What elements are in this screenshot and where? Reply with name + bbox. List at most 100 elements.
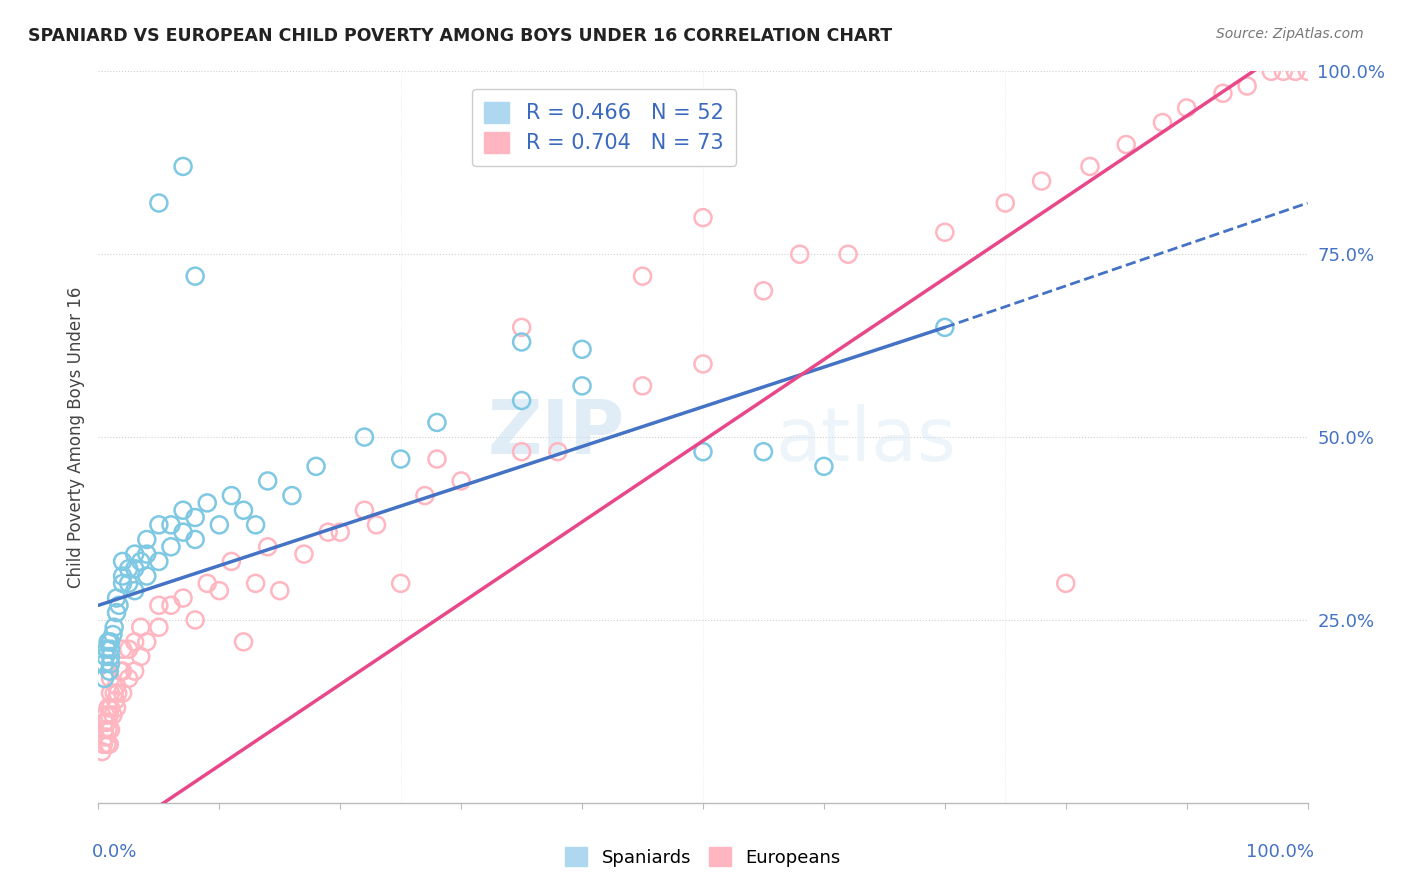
Point bbox=[389, 576, 412, 591]
Point bbox=[100, 686, 122, 700]
Text: 100.0%: 100.0% bbox=[1246, 843, 1313, 861]
Point bbox=[305, 459, 328, 474]
Point bbox=[692, 444, 714, 458]
Point bbox=[256, 474, 278, 488]
Point bbox=[98, 664, 121, 678]
Point bbox=[184, 510, 207, 524]
Point bbox=[111, 576, 134, 591]
Point bbox=[1152, 115, 1174, 129]
Point bbox=[91, 745, 114, 759]
Point bbox=[103, 686, 125, 700]
Point bbox=[571, 379, 593, 393]
Point bbox=[160, 517, 183, 532]
Point bbox=[245, 576, 267, 591]
Point bbox=[934, 320, 956, 334]
Point bbox=[100, 642, 122, 657]
Point bbox=[148, 599, 170, 613]
Point bbox=[195, 576, 218, 591]
Y-axis label: Child Poverty Among Boys Under 16: Child Poverty Among Boys Under 16 bbox=[66, 286, 84, 588]
Point bbox=[329, 525, 352, 540]
Point bbox=[1236, 78, 1258, 93]
Point bbox=[353, 503, 375, 517]
Point bbox=[94, 708, 117, 723]
Point bbox=[510, 334, 533, 349]
Point bbox=[292, 547, 315, 561]
Point bbox=[105, 591, 128, 605]
Point bbox=[135, 533, 157, 547]
Point bbox=[100, 657, 122, 671]
Point bbox=[105, 700, 128, 714]
Point bbox=[1272, 64, 1295, 78]
Point bbox=[160, 540, 183, 554]
Point bbox=[100, 700, 122, 714]
Point bbox=[97, 635, 120, 649]
Point bbox=[96, 737, 118, 751]
Point bbox=[256, 540, 278, 554]
Point bbox=[100, 672, 122, 686]
Point bbox=[813, 459, 835, 474]
Point bbox=[752, 444, 775, 458]
Point bbox=[108, 599, 131, 613]
Point bbox=[98, 737, 121, 751]
Point bbox=[692, 211, 714, 225]
Point bbox=[97, 723, 120, 737]
Point bbox=[129, 620, 152, 634]
Point bbox=[353, 430, 375, 444]
Point bbox=[450, 474, 472, 488]
Point bbox=[269, 583, 291, 598]
Point bbox=[93, 715, 115, 730]
Point bbox=[108, 664, 131, 678]
Legend: Spaniards, Europeans: Spaniards, Europeans bbox=[558, 840, 848, 874]
Point bbox=[104, 693, 127, 707]
Point bbox=[692, 357, 714, 371]
Point bbox=[111, 664, 134, 678]
Point bbox=[148, 196, 170, 211]
Point bbox=[148, 620, 170, 634]
Point bbox=[510, 444, 533, 458]
Point bbox=[1296, 64, 1319, 78]
Point bbox=[103, 620, 125, 634]
Point bbox=[837, 247, 859, 261]
Point bbox=[93, 657, 115, 671]
Point bbox=[789, 247, 811, 261]
Point bbox=[1175, 101, 1198, 115]
Point bbox=[97, 700, 120, 714]
Point bbox=[934, 225, 956, 239]
Point bbox=[1260, 64, 1282, 78]
Point bbox=[100, 723, 122, 737]
Point bbox=[172, 591, 194, 605]
Point bbox=[1054, 576, 1077, 591]
Point bbox=[366, 517, 388, 532]
Point bbox=[547, 444, 569, 458]
Point bbox=[105, 679, 128, 693]
Text: SPANIARD VS EUROPEAN CHILD POVERTY AMONG BOYS UNDER 16 CORRELATION CHART: SPANIARD VS EUROPEAN CHILD POVERTY AMONG… bbox=[28, 27, 893, 45]
Point bbox=[129, 554, 152, 568]
Point bbox=[195, 496, 218, 510]
Point bbox=[94, 730, 117, 744]
Point bbox=[1031, 174, 1053, 188]
Point bbox=[184, 269, 207, 284]
Point bbox=[221, 554, 243, 568]
Text: ZIP: ZIP bbox=[486, 397, 624, 470]
Point bbox=[124, 635, 146, 649]
Legend: R = 0.466   N = 52, R = 0.704   N = 73: R = 0.466 N = 52, R = 0.704 N = 73 bbox=[471, 89, 737, 166]
Point bbox=[124, 562, 146, 576]
Point bbox=[111, 569, 134, 583]
Point bbox=[571, 343, 593, 357]
Point bbox=[245, 517, 267, 532]
Point bbox=[172, 160, 194, 174]
Point bbox=[1284, 64, 1306, 78]
Point bbox=[94, 649, 117, 664]
Point bbox=[426, 452, 449, 467]
Point bbox=[184, 533, 207, 547]
Point bbox=[631, 269, 654, 284]
Point bbox=[389, 452, 412, 467]
Text: atlas: atlas bbox=[776, 404, 956, 477]
Point bbox=[208, 583, 231, 598]
Point bbox=[98, 708, 121, 723]
Point bbox=[111, 686, 134, 700]
Point bbox=[118, 576, 141, 591]
Point bbox=[1212, 87, 1234, 101]
Point bbox=[118, 642, 141, 657]
Point bbox=[510, 320, 533, 334]
